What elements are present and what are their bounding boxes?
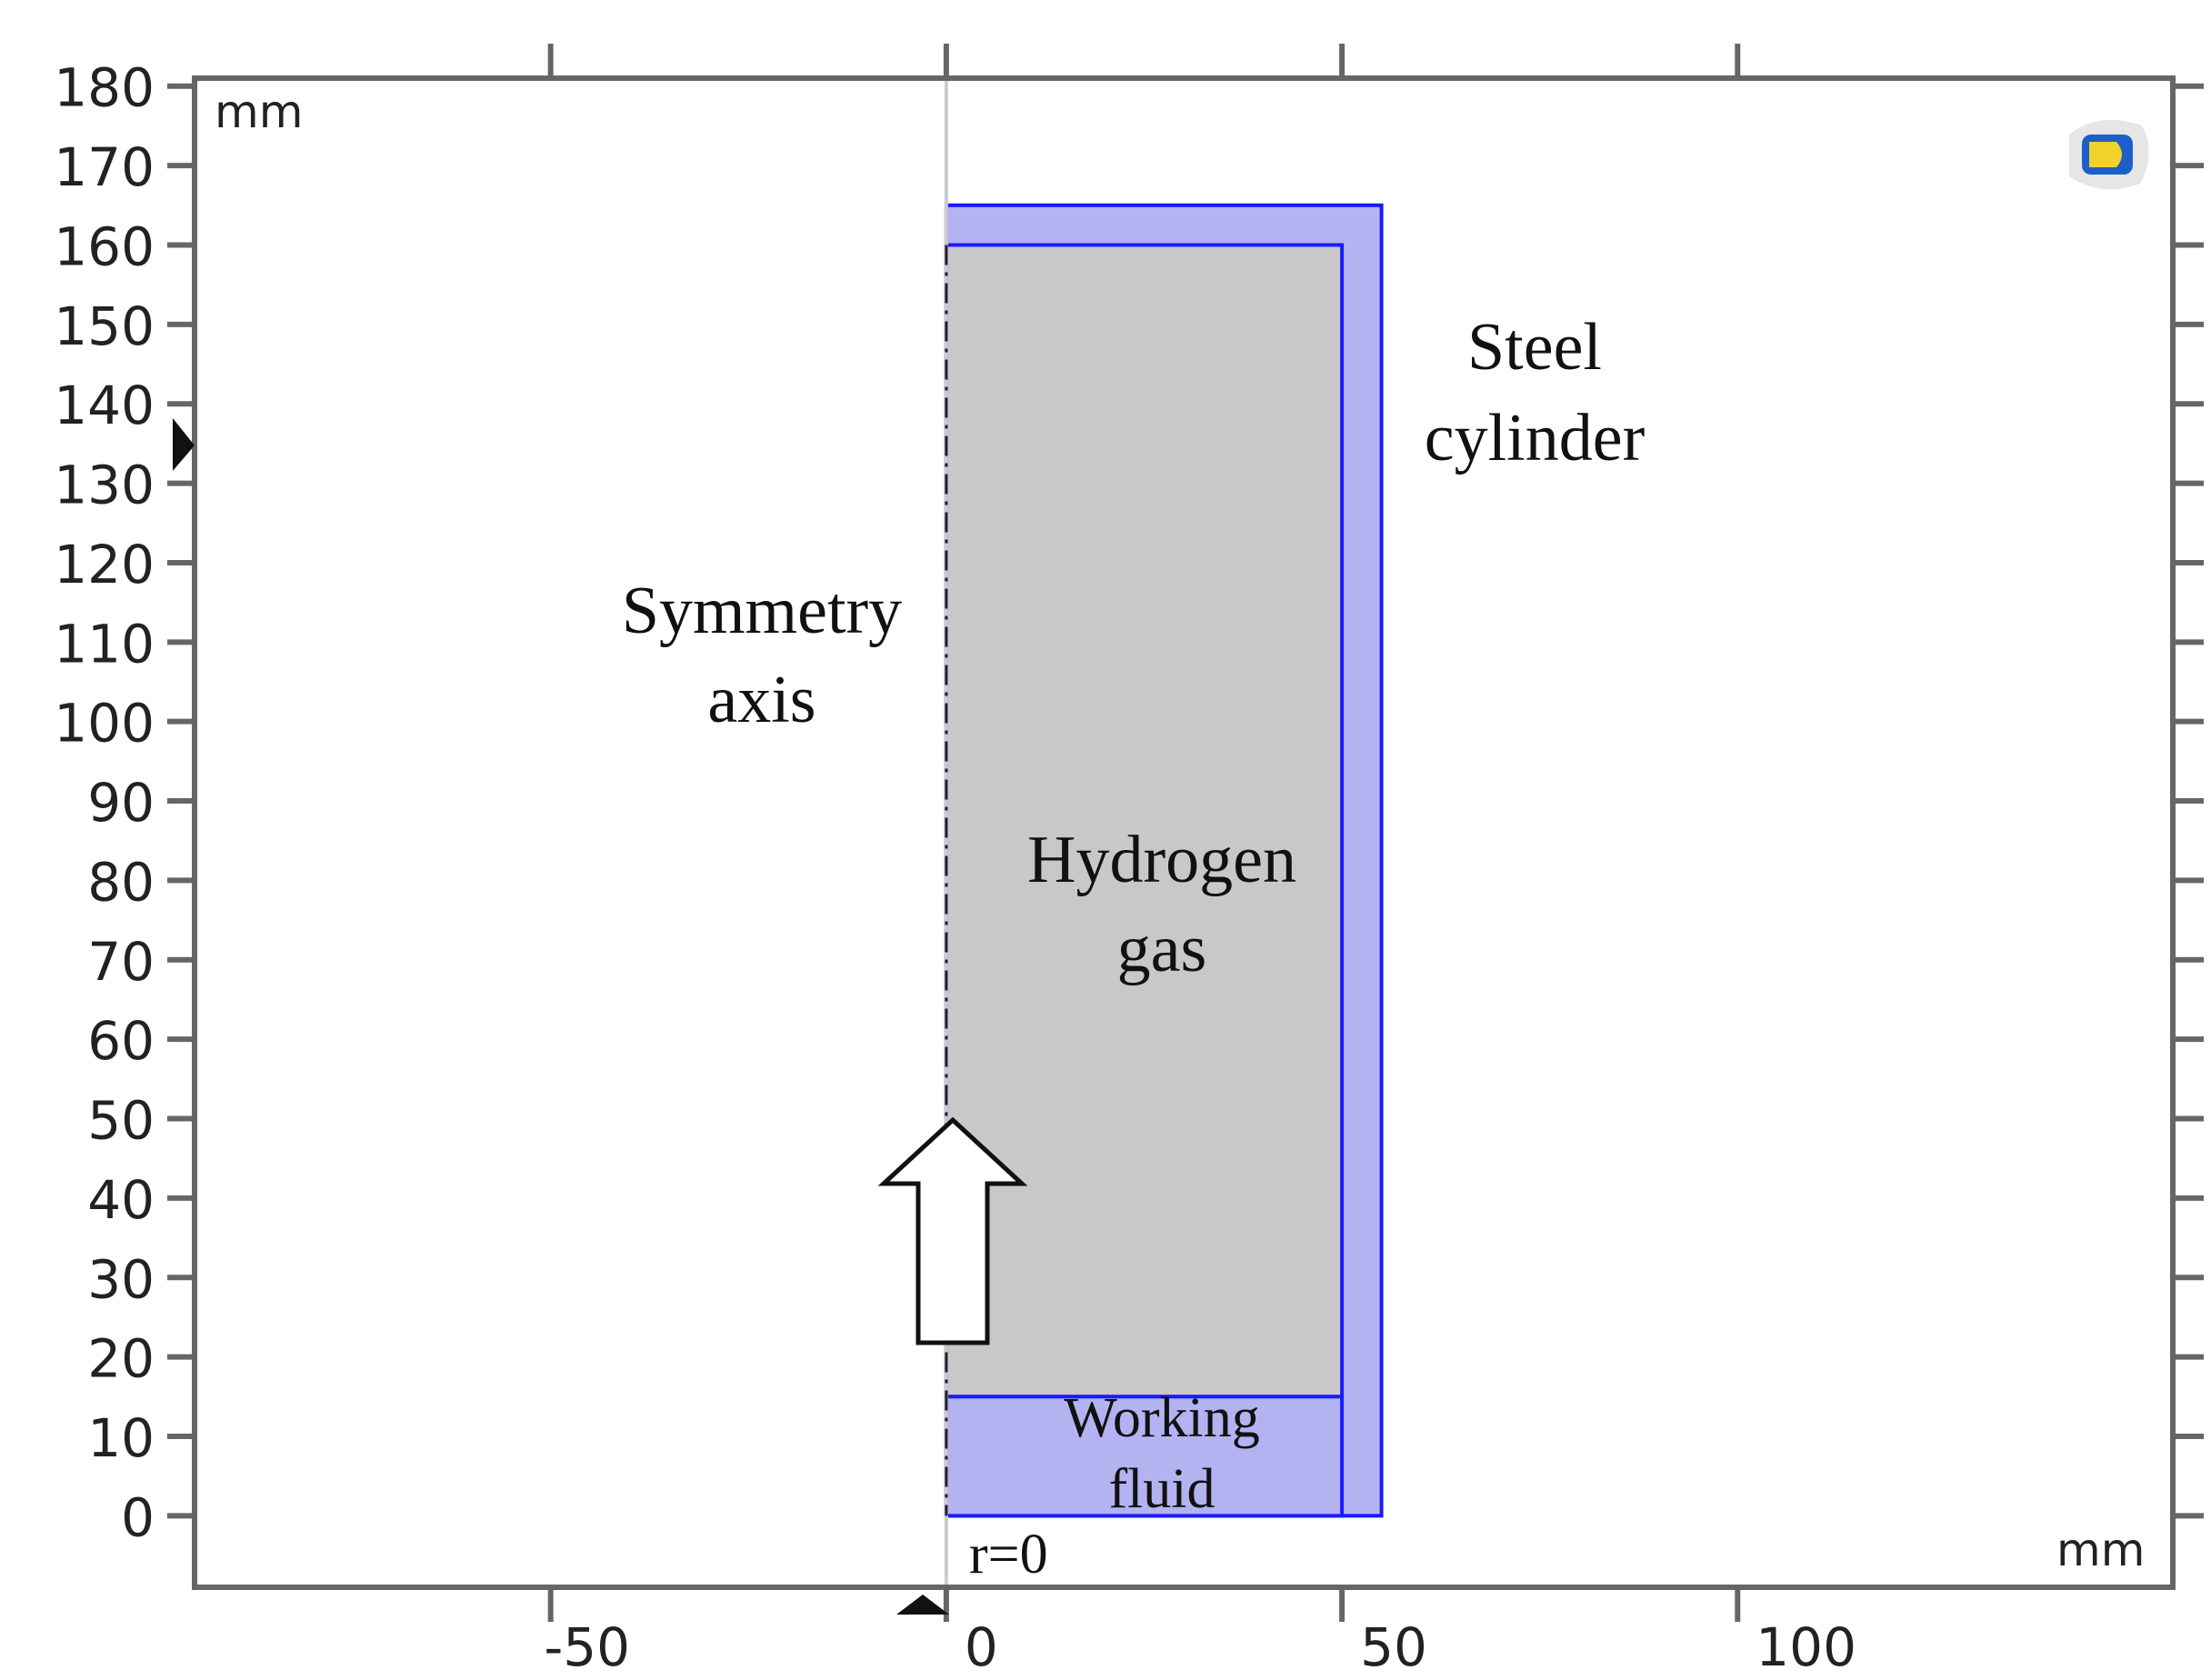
app-logo-icon bbox=[2069, 119, 2149, 190]
r0-label: r=0 bbox=[969, 1524, 1048, 1585]
y-tick-label: 100 bbox=[54, 693, 155, 755]
y-tick-label: 0 bbox=[121, 1486, 155, 1548]
symmetry-axis-label: axis bbox=[707, 663, 815, 737]
up-arrow-icon bbox=[877, 1116, 1028, 1345]
y-tick-label: 140 bbox=[54, 375, 155, 436]
y-unit-label: mm bbox=[215, 85, 303, 138]
y-tick-label: 180 bbox=[54, 57, 155, 119]
y-tick-label: 40 bbox=[87, 1169, 155, 1231]
regions bbox=[944, 78, 1384, 1596]
labels: Steel cylinder Hydrogen gas Working fluid Symm… bbox=[622, 310, 1645, 1585]
y-tick-label: 50 bbox=[87, 1090, 155, 1152]
x-tick-label: -50 bbox=[544, 1616, 630, 1678]
y-tick-label: 110 bbox=[54, 613, 155, 675]
x-unit-label: mm bbox=[2056, 1524, 2145, 1576]
x-axis-pointer-icon bbox=[896, 1595, 949, 1615]
y-tick-label: 170 bbox=[54, 136, 155, 198]
y-tick-label: 130 bbox=[54, 455, 155, 516]
axis-ticks: 0 10 20 30 40 50 60 70 80 90 100 110 120 130 140 150 160… bbox=[54, 44, 2204, 1678]
working-fluid-label: fluid bbox=[1108, 1458, 1215, 1520]
y-tick-label: 80 bbox=[87, 851, 155, 913]
y-axis-pointer-icon bbox=[173, 418, 195, 471]
y-tick-label: 160 bbox=[54, 215, 155, 277]
y-tick-label: 20 bbox=[87, 1328, 155, 1390]
y-tick-label: 10 bbox=[87, 1407, 155, 1469]
x-tick-label: 50 bbox=[1360, 1616, 1427, 1678]
y-tick-label: 30 bbox=[87, 1248, 155, 1310]
plot-frame bbox=[192, 75, 2176, 1590]
hydrogen-gas-label: Hydrogen bbox=[1027, 823, 1296, 897]
y-tick-label: 90 bbox=[87, 772, 155, 834]
symmetry-axis-label: Symmetry bbox=[622, 574, 902, 648]
x-tick-label: 100 bbox=[1756, 1616, 1856, 1678]
x-tick-label: 0 bbox=[965, 1616, 998, 1678]
steel-cylinder-label: cylinder bbox=[1425, 401, 1645, 475]
hydrogen-gas-region bbox=[944, 243, 1345, 1399]
working-fluid-label: Working bbox=[1064, 1387, 1259, 1449]
hydrogen-gas-label: gas bbox=[1117, 912, 1207, 986]
y-tick-label: 120 bbox=[54, 534, 155, 595]
steel-cylinder-label: Steel bbox=[1467, 310, 1602, 385]
y-tick-label: 150 bbox=[54, 295, 155, 357]
working-fluid-region bbox=[944, 1395, 1345, 1518]
y-tick-label: 70 bbox=[87, 931, 155, 993]
y-tick-label: 60 bbox=[87, 1010, 155, 1072]
